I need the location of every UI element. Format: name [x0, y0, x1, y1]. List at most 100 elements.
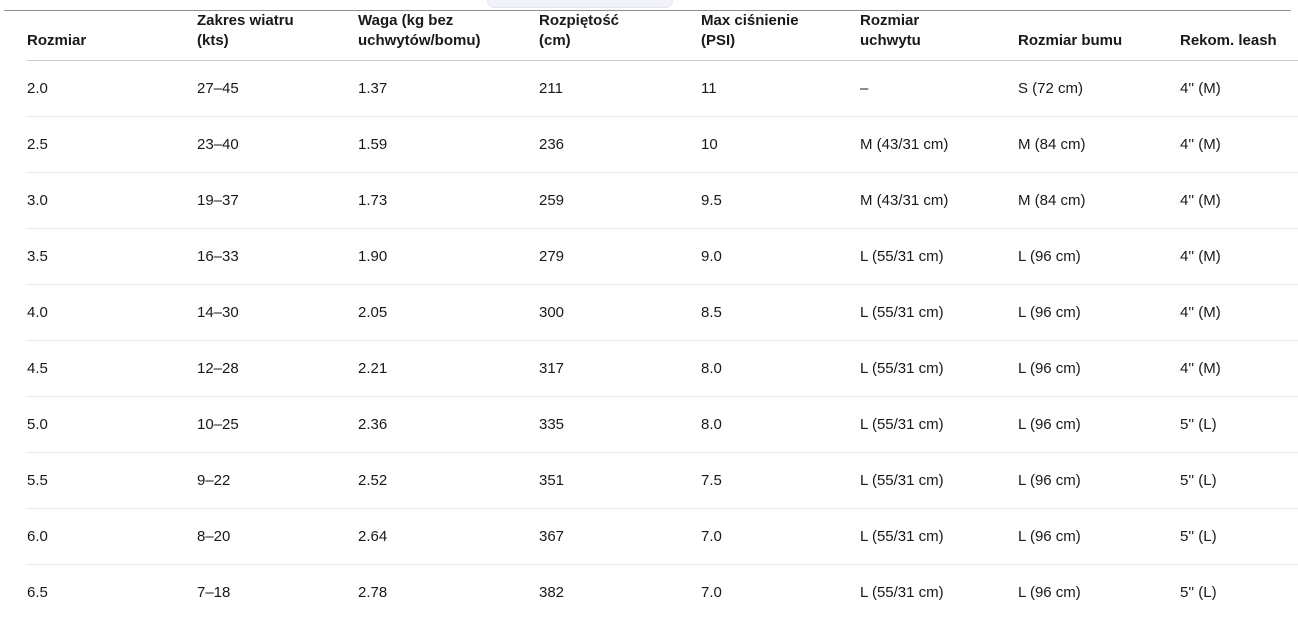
- table-cell-rekom-leash: 4'' (M): [1180, 359, 1221, 377]
- table-cell-rozmiar: 2.5: [27, 135, 48, 153]
- table-cell-rozmiar: 4.0: [27, 303, 48, 321]
- table-cell-waga: 2.52: [358, 471, 388, 489]
- table-cell-max-cisnienie: 9.0: [701, 247, 722, 265]
- column-header-max-cisnienie: Max ciśnienie (PSI): [701, 12, 799, 49]
- table-cell-rozmiar-uchwytu: M (43/31 cm): [860, 191, 949, 209]
- table-cell-max-cisnienie: 7.0: [701, 584, 722, 601]
- table-cell-rozmiar-bumu: L (96 cm): [1018, 527, 1081, 545]
- table-cell-rozmiar: 3.0: [27, 191, 48, 209]
- table-cell-rekom-leash: 4'' (M): [1180, 303, 1221, 321]
- table-cell-zakres-wiatru: 19–37: [197, 191, 239, 209]
- table-cell-waga: 2.21: [358, 359, 388, 377]
- column-header-rozmiar: Rozmiar: [27, 32, 87, 49]
- table-cell-rozmiar-uchwytu: L (55/31 cm): [860, 584, 944, 601]
- table-cell-zakres-wiatru: 16–33: [197, 247, 239, 265]
- table-cell-rozpietosc: 300: [539, 303, 565, 321]
- table-cell-zakres-wiatru: 12–28: [197, 359, 239, 377]
- table-cell-rozmiar: 2.0: [27, 79, 48, 97]
- table-cell-waga: 1.59: [358, 135, 388, 153]
- table-cell-rozmiar-bumu: L (96 cm): [1018, 303, 1081, 321]
- table-cell-zakres-wiatru: 23–40: [197, 135, 239, 153]
- table-body: 2.0 27–45 1.37 211 11 – S (72 cm) 4'' (M) 2.5 23–…: [0, 61, 1298, 621]
- table-row: 4.0 14–30 2.05 300 8.5 L (55/31 cm) L (96 cm) 4…: [27, 285, 1298, 341]
- table-cell-zakres-wiatru: 27–45: [197, 79, 239, 97]
- table-cell-rozmiar-uchwytu: L (55/31 cm): [860, 471, 944, 489]
- table-cell-rozmiar: 3.5: [27, 247, 48, 265]
- table-cell-waga: 1.90: [358, 247, 388, 265]
- table-row: 6.5 7–18 2.78 382 7.0 L (55/31 cm) L (96 cm) 5'…: [27, 565, 1298, 621]
- table-cell-waga: 2.05: [358, 303, 388, 321]
- table-top-border: [4, 10, 1291, 11]
- table-row: 5.0 10–25 2.36 335 8.0 L (55/31 cm) L (96 cm) 5…: [27, 397, 1298, 453]
- table-cell-rekom-leash: 4'' (M): [1180, 79, 1221, 97]
- table-cell-max-cisnienie: 7.5: [701, 471, 722, 489]
- table-cell-max-cisnienie: 9.5: [701, 191, 722, 209]
- table-cell-zakres-wiatru: 7–18: [197, 584, 231, 601]
- table-cell-rozmiar-uchwytu: L (55/31 cm): [860, 247, 944, 265]
- table-cell-max-cisnienie: 7.0: [701, 527, 722, 545]
- table-cell-rekom-leash: 5'' (L): [1180, 471, 1217, 489]
- table-cell-waga: 2.36: [358, 415, 388, 433]
- table-cell-rozmiar-bumu: L (96 cm): [1018, 247, 1081, 265]
- table-cell-zakres-wiatru: 10–25: [197, 415, 239, 433]
- column-header-zakres-wiatru: Zakres wiatru (kts): [197, 12, 294, 49]
- table-cell-rozmiar: 4.5: [27, 359, 48, 377]
- table-row: 2.5 23–40 1.59 236 10 M (43/31 cm) M (84 cm) 4'…: [27, 117, 1298, 173]
- cut-off-pill: [487, 0, 673, 8]
- table-cell-rozmiar: 6.0: [27, 527, 48, 545]
- table-cell-rozmiar-bumu: L (96 cm): [1018, 471, 1081, 489]
- table-cell-rekom-leash: 5'' (L): [1180, 584, 1217, 601]
- table-cell-rozmiar-bumu: S (72 cm): [1018, 79, 1084, 97]
- table-cell-rozmiar-uchwytu: –: [860, 79, 869, 97]
- table-cell-rozpietosc: 382: [539, 584, 565, 601]
- table-cell-rozmiar-uchwytu: L (55/31 cm): [860, 303, 944, 321]
- table-cell-rozmiar-bumu: M (84 cm): [1018, 135, 1086, 153]
- table-cell-rozmiar-bumu: M (84 cm): [1018, 191, 1086, 209]
- table-cell-max-cisnienie: 10: [701, 135, 718, 153]
- table-cell-rozmiar: 5.5: [27, 471, 48, 489]
- table-cell-zakres-wiatru: 9–22: [197, 471, 231, 489]
- table-header-row: Rozmiar Zakres wiatru (kts) Waga (kg bez…: [27, 11, 1298, 61]
- table-cell-rekom-leash: 5'' (L): [1180, 527, 1217, 545]
- table-cell-rozmiar-uchwytu: L (55/31 cm): [860, 527, 944, 545]
- column-header-waga: Waga (kg bez uchwytów/bomu): [358, 12, 481, 49]
- table-cell-rozmiar: 6.5: [27, 584, 48, 601]
- table-row: 5.5 9–22 2.52 351 7.5 L (55/31 cm) L (96 cm) 5'…: [27, 453, 1298, 509]
- wing-spec-table: Rozmiar Zakres wiatru (kts) Waga (kg bez…: [0, 11, 1298, 621]
- table-cell-rozmiar-uchwytu: L (55/31 cm): [860, 415, 944, 433]
- table-cell-waga: 2.78: [358, 584, 388, 601]
- table-cell-rekom-leash: 4'' (M): [1180, 191, 1221, 209]
- table-cell-rozpietosc: 279: [539, 247, 565, 265]
- table-cell-rozpietosc: 335: [539, 415, 565, 433]
- table-cell-rekom-leash: 4'' (M): [1180, 135, 1221, 153]
- table-cell-max-cisnienie: 11: [701, 79, 717, 97]
- table-row: 6.0 8–20 2.64 367 7.0 L (55/31 cm) L (96 cm) 5'…: [27, 509, 1298, 565]
- table-cell-rozmiar-bumu: L (96 cm): [1018, 415, 1081, 433]
- column-header-rozmiar-bumu: Rozmiar bumu: [1018, 32, 1123, 49]
- table-cell-max-cisnienie: 8.0: [701, 359, 722, 377]
- table-cell-rozmiar: 5.0: [27, 415, 48, 433]
- table-cell-rozpietosc: 351: [539, 471, 565, 489]
- table-cell-zakres-wiatru: 14–30: [197, 303, 239, 321]
- table-cell-waga: 2.64: [358, 527, 388, 545]
- table-cell-max-cisnienie: 8.5: [701, 303, 722, 321]
- table-cell-rozpietosc: 211: [539, 79, 563, 97]
- table-cell-max-cisnienie: 8.0: [701, 415, 722, 433]
- column-header-rozpietosc: Rozpiętość (cm): [539, 12, 620, 49]
- table-cell-rozmiar-uchwytu: M (43/31 cm): [860, 135, 949, 153]
- table-cell-rozpietosc: 317: [539, 359, 565, 377]
- table-row: 4.5 12–28 2.21 317 8.0 L (55/31 cm) L (96 cm) 4…: [27, 341, 1298, 397]
- table-cell-rozmiar-bumu: L (96 cm): [1018, 584, 1081, 601]
- table-cell-rozmiar-uchwytu: L (55/31 cm): [860, 359, 944, 377]
- table-cell-rozpietosc: 259: [539, 191, 565, 209]
- table-cell-zakres-wiatru: 8–20: [197, 527, 231, 545]
- table-cell-rekom-leash: 5'' (L): [1180, 415, 1217, 433]
- table-row: 3.5 16–33 1.90 279 9.0 L (55/31 cm) L (96 cm) 4…: [27, 229, 1298, 285]
- table-row: 2.0 27–45 1.37 211 11 – S (72 cm) 4'' (M): [27, 61, 1298, 117]
- table-cell-rozmiar-bumu: L (96 cm): [1018, 359, 1081, 377]
- table-cell-waga: 1.73: [358, 191, 388, 209]
- table-cell-rekom-leash: 4'' (M): [1180, 247, 1221, 265]
- table-cell-rozpietosc: 367: [539, 527, 565, 545]
- table-row: 3.0 19–37 1.73 259 9.5 M (43/31 cm) M (84 cm) 4…: [27, 173, 1298, 229]
- table-cell-waga: 1.37: [358, 79, 388, 97]
